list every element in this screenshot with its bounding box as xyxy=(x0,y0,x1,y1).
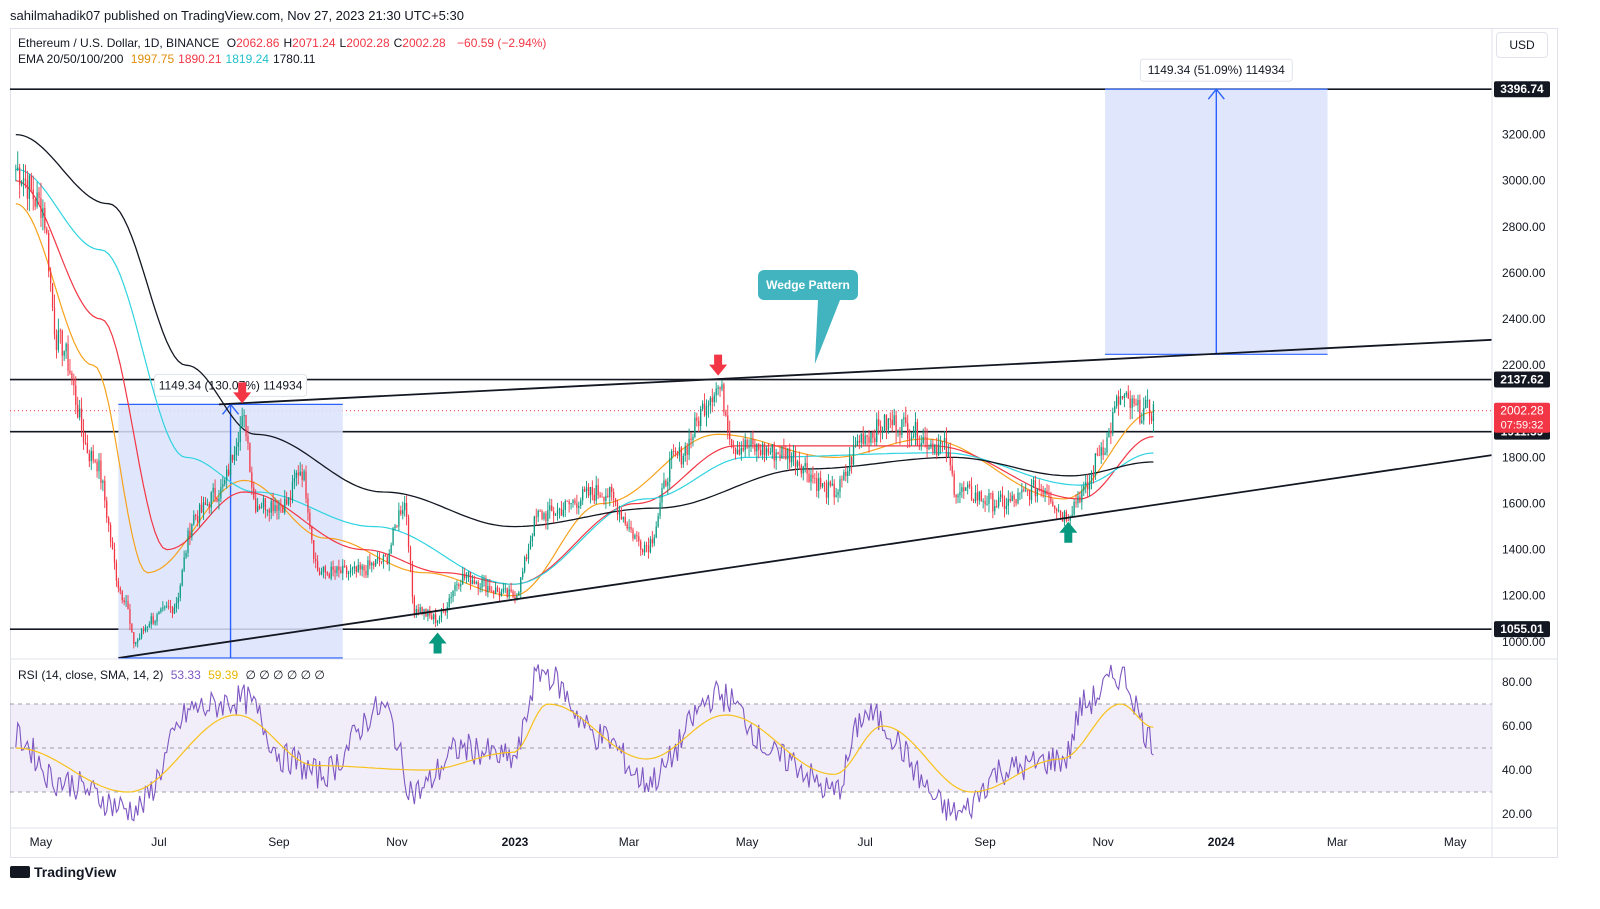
ema-value-1: 1890.21 xyxy=(178,52,222,66)
ohlc-key-L: L xyxy=(339,36,347,50)
ema-value-2: 1819.24 xyxy=(225,52,269,66)
ohlc-value-L: 2002.28 xyxy=(346,36,390,50)
ohlc-value-H: 2071.24 xyxy=(292,36,336,50)
ema-legend: EMA 20/50/100/200 1997.75 1890.21 1819.24 1… xyxy=(18,52,323,66)
tradingview-logo-icon xyxy=(10,866,30,878)
rsi-value: 53.33 xyxy=(170,668,201,682)
currency-button[interactable]: USD xyxy=(1496,32,1548,58)
ohlc-key-O: O xyxy=(226,36,237,50)
ema-value-0: 1997.75 xyxy=(130,52,175,66)
symbol-legend: Ethereum / U.S. Dollar, 1D, BINANCE O206… xyxy=(18,36,550,50)
ohlc-value-O: 2062.86 xyxy=(236,36,280,50)
symbol-title[interactable]: Ethereum / U.S. Dollar, 1D, BINANCE xyxy=(18,36,220,50)
rsi-empty-values: ∅ ∅ ∅ ∅ ∅ ∅ xyxy=(245,668,325,682)
ohlc-value-C: 2002.28 xyxy=(402,36,446,50)
tradingview-logo-text: TradingView xyxy=(34,864,117,880)
rsi-ma-value: 59.39 xyxy=(208,668,239,682)
ohlc-key-H: H xyxy=(283,36,293,50)
ema-title[interactable]: EMA 20/50/100/200 xyxy=(18,52,124,66)
tradingview-logo: TradingView xyxy=(10,864,116,880)
rsi-legend: RSI (14, close, SMA, 14, 2) 53.33 59.39 … xyxy=(18,668,329,682)
ohlc-values: O2062.86 H2071.24 L2002.28 C2002.28 xyxy=(227,36,450,50)
rsi-title[interactable]: RSI (14, close, SMA, 14, 2) xyxy=(18,668,164,682)
ema-values: 1997.75 1890.21 1819.24 1780.11 xyxy=(131,52,320,66)
ohlc-key-C: C xyxy=(393,36,403,50)
publisher-credit: sahilmahadik07 published on TradingView.… xyxy=(10,8,464,23)
price-change: −60.59 (−2.94%) xyxy=(457,36,547,50)
ema-value-3: 1780.11 xyxy=(272,52,316,66)
chart-frame xyxy=(10,28,1558,858)
